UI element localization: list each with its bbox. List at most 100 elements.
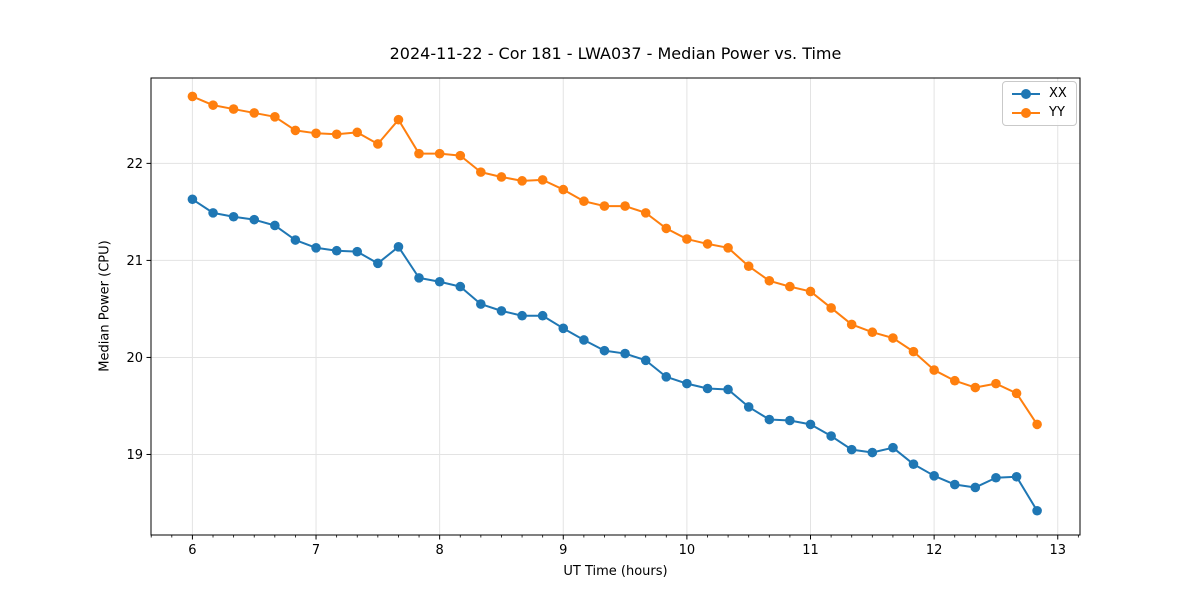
data-point-yy [826, 303, 836, 313]
data-point-xx [579, 335, 589, 345]
data-point-xx [640, 355, 651, 366]
data-point-xx [702, 383, 713, 394]
data-point-yy [270, 112, 280, 122]
data-point-xx [785, 415, 795, 426]
data-point-yy [1011, 388, 1022, 399]
data-point-yy [620, 201, 630, 211]
chart-title: 2024-11-22 - Cor 181 - LWA037 - Median P… [389, 44, 842, 63]
data-point-xx [434, 276, 445, 287]
data-point-xx [1011, 471, 1022, 482]
data-point-xx [476, 299, 486, 309]
data-point-xx [517, 310, 527, 321]
data-point-yy [476, 167, 486, 177]
data-point-yy [702, 239, 713, 249]
data-point-xx [826, 431, 836, 441]
data-point-yy [331, 129, 342, 140]
data-point-yy [373, 139, 383, 149]
data-point-yy [805, 286, 816, 297]
data-point-xx [352, 246, 362, 257]
data-point-yy [558, 184, 569, 195]
x-tick-label: 10 [679, 543, 696, 558]
data-point-xx [537, 310, 548, 321]
data-point-yy [970, 382, 981, 393]
data-point-xx [908, 459, 919, 469]
data-point-yy [867, 327, 878, 338]
data-point-xx [228, 211, 239, 222]
data-point-yy [228, 104, 239, 114]
x-tick-label: 13 [1049, 543, 1066, 558]
legend-label-yy: YY [1049, 105, 1065, 120]
data-point-yy [187, 91, 198, 102]
data-point-xx [290, 235, 301, 245]
data-point-xx [723, 384, 733, 395]
data-point-xx [888, 442, 898, 453]
data-point-yy [908, 346, 919, 357]
data-point-xx [496, 306, 507, 316]
data-point-yy [991, 378, 1001, 389]
data-point-yy [785, 281, 795, 292]
plot-spines [150, 77, 1081, 536]
legend-item-yy: YY [1011, 106, 1067, 120]
data-point-yy [208, 100, 218, 110]
data-point-yy [723, 242, 733, 253]
x-tick-label: 8 [436, 543, 444, 558]
data-point-xx [929, 471, 939, 481]
x-axis-label: UT Time (hours) [563, 564, 668, 579]
data-point-yy [599, 201, 610, 211]
data-point-yy [929, 365, 939, 375]
legend: XX YY [1002, 81, 1077, 126]
x-tick-label: 9 [559, 543, 567, 558]
data-point-yy [517, 176, 527, 186]
data-point-yy [537, 175, 548, 185]
data-point-yy [496, 172, 507, 182]
data-point-xx [249, 214, 260, 225]
x-tick-label: 7 [312, 543, 320, 558]
data-point-xx [805, 419, 816, 430]
data-point-yy [414, 148, 424, 159]
data-point-xx [867, 447, 878, 458]
data-point-xx [270, 220, 280, 231]
x-tick-label: 12 [926, 543, 943, 558]
data-point-xx [455, 281, 466, 292]
data-point-xx [620, 348, 630, 359]
data-point-xx [311, 242, 321, 253]
data-point-xx [682, 378, 692, 389]
y-axis-label: Median Power (CPU) [97, 240, 113, 372]
data-point-xx [599, 345, 610, 356]
data-point-xx [393, 242, 404, 252]
y-tick-label: 19 [126, 448, 143, 463]
data-point-yy [352, 127, 362, 138]
data-point-xx [764, 414, 775, 425]
data-point-yy [249, 108, 260, 118]
legend-item-xx: XX [1011, 87, 1067, 101]
y-tick-label: 22 [126, 157, 143, 172]
data-point-yy [1032, 419, 1042, 430]
x-tick-label: 6 [188, 543, 196, 558]
data-point-xx [373, 258, 383, 269]
data-point-xx [1032, 505, 1042, 516]
legend-line-marker-icon [1012, 89, 1040, 99]
data-point-yy [888, 333, 898, 343]
data-point-yy [434, 148, 445, 159]
x-tick-label: 11 [802, 543, 819, 558]
data-point-yy [455, 150, 466, 161]
data-point-xx [187, 194, 198, 205]
data-point-yy [290, 125, 301, 136]
data-point-yy [393, 114, 404, 125]
data-point-xx [414, 273, 424, 283]
data-point-xx [661, 372, 672, 382]
y-tick-label: 21 [126, 254, 143, 269]
y-tick-label: 20 [126, 351, 143, 366]
data-point-xx [331, 245, 342, 256]
legend-label-xx: XX [1049, 86, 1067, 101]
data-point-yy [661, 223, 672, 234]
data-point-yy [640, 208, 651, 218]
data-point-yy [682, 234, 692, 244]
data-point-xx [743, 402, 754, 412]
data-point-yy [743, 261, 754, 272]
data-point-xx [846, 444, 857, 455]
data-point-xx [991, 472, 1001, 483]
data-point-xx [208, 208, 218, 218]
